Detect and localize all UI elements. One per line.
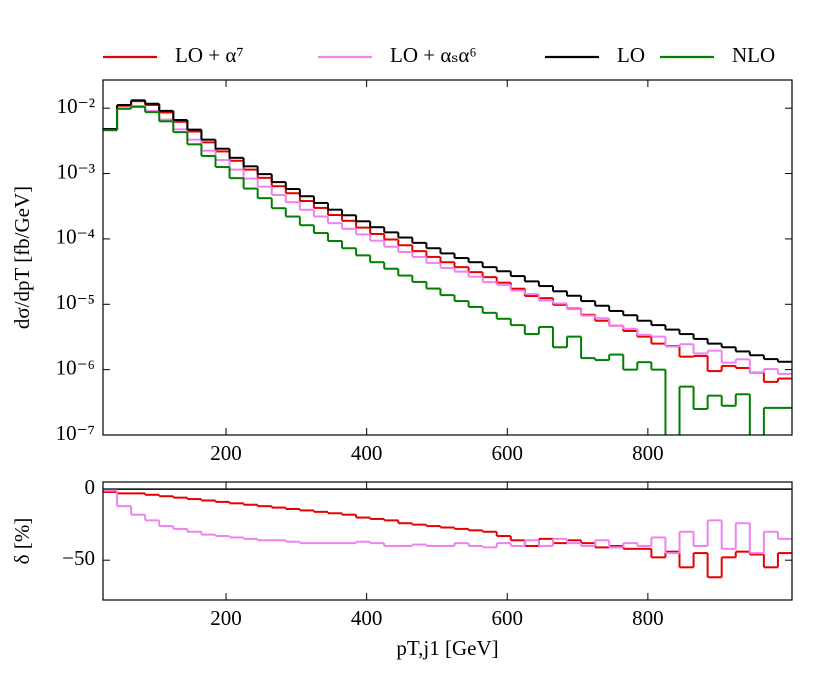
plot-area (103, 99, 792, 435)
x-tick-label: 800 (632, 606, 664, 630)
y-tick-label: 10⁻³ (57, 159, 95, 183)
y-tick-label: 10⁻² (57, 94, 95, 118)
y-tick-label: 10⁻⁶ (56, 355, 95, 379)
y-tick-label: 10⁻⁵ (56, 290, 95, 314)
y-tick-label: 0 (85, 475, 96, 499)
x-tick-label: 400 (351, 441, 383, 465)
y-axis-label: dσ/dpT [fb/GeV] (10, 186, 34, 329)
axes-frame (102, 79, 793, 436)
legend-label: LO + αₛα⁶ (390, 43, 477, 67)
x-tick-label: 200 (210, 606, 242, 630)
y-tick-label: 10⁻⁷ (56, 421, 95, 445)
legend-label: LO (617, 43, 645, 67)
legend-label: LO + α⁷ (175, 43, 244, 67)
x-tick-label: 400 (351, 606, 383, 630)
y-tick-label: −50 (62, 546, 95, 570)
y-axis-label: δ [%] (10, 518, 34, 565)
legend-label: NLO (732, 43, 775, 67)
y-tick-label: 10⁻⁴ (56, 225, 95, 249)
x-axis-label: pT,j1 [GeV] (396, 636, 498, 660)
x-tick-label: 600 (492, 441, 524, 465)
x-tick-label: 600 (492, 606, 524, 630)
plot-area (103, 488, 792, 579)
x-tick-label: 200 (210, 441, 242, 465)
x-tick-label: 800 (632, 441, 664, 465)
axes-frame (102, 481, 793, 601)
